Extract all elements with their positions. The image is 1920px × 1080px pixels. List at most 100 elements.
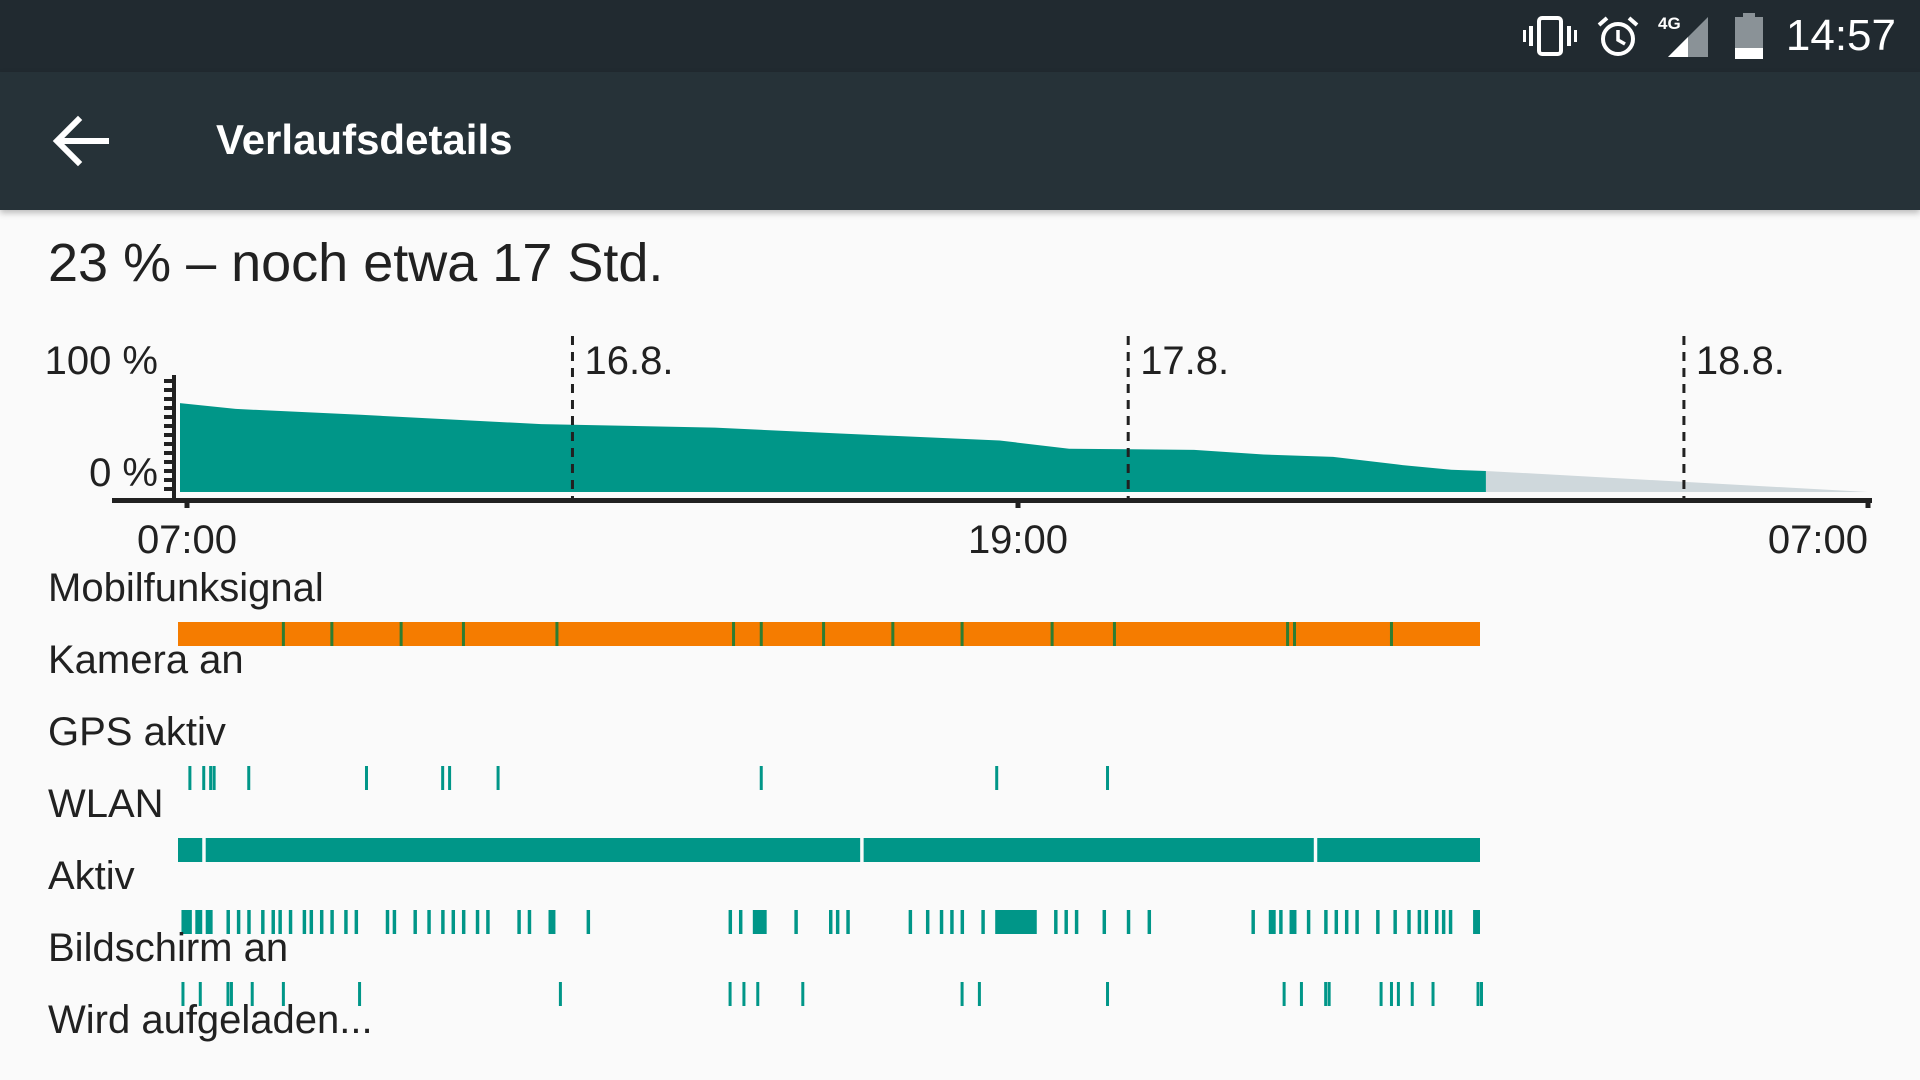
cell-signal-weak-tick: [1286, 622, 1290, 646]
awake-segment: [461, 910, 466, 934]
status-icons: 4G 14:57: [1504, 0, 1920, 72]
screen-tick: [728, 982, 732, 1006]
gps-tick: [247, 766, 251, 790]
y-axis-tick: [164, 487, 176, 491]
awake-segment: [261, 910, 265, 934]
awake-segment: [195, 910, 203, 934]
battery-summary: 23 % – noch etwa 17 Std.: [48, 233, 664, 293]
track-label-charging: Wird aufgeladen...: [48, 998, 373, 1042]
awake-segment: [1334, 910, 1339, 934]
awake-segment: [738, 910, 743, 934]
status-time: 14:57: [1785, 11, 1896, 60]
cell-signal-weak-tick: [960, 622, 964, 646]
y-axis-tick: [164, 379, 176, 383]
y-axis-tick: [164, 397, 176, 401]
wlan-segment: [178, 838, 203, 862]
page-title: Verlaufsdetails: [216, 116, 513, 163]
awake-segment: [846, 910, 850, 934]
screen-tick: [742, 982, 746, 1006]
screen-tick: [1324, 982, 1328, 1006]
awake-segment: [1448, 910, 1453, 934]
y-label-max: 100 %: [45, 339, 158, 383]
awake-segment: [1355, 910, 1359, 934]
cell-signal-weak-tick: [759, 622, 763, 646]
gps-tick: [995, 766, 999, 790]
awake-segment: [908, 910, 913, 934]
awake-segment: [309, 910, 314, 934]
y-axis-tick: [164, 469, 176, 473]
awake-segment: [1074, 910, 1079, 934]
awake-segment: [1054, 910, 1058, 934]
awake-segment: [1064, 910, 1068, 934]
day-marker-label: 18.8.: [1696, 339, 1785, 383]
awake-segment: [451, 910, 456, 934]
cell-signal-weak-tick: [1050, 622, 1054, 646]
awake-segment: [392, 910, 397, 934]
awake-segment: [385, 910, 390, 934]
gps-tick: [1106, 766, 1110, 790]
screen-tick: [1476, 982, 1480, 1006]
awake-segment: [981, 910, 985, 934]
screen-tick: [1480, 982, 1483, 1006]
awake-segment: [205, 910, 213, 934]
awake-segment: [413, 910, 417, 934]
screen-tick: [1327, 982, 1331, 1006]
screen-tick: [181, 982, 185, 1006]
y-axis-tick: [164, 415, 176, 419]
awake-segment: [1407, 910, 1411, 934]
y-axis-tick: [164, 388, 176, 392]
awake-segment: [475, 910, 480, 934]
track-label-camera: Kamera an: [48, 638, 244, 682]
awake-segment: [960, 910, 965, 934]
cell-signal-weak-tick: [1293, 622, 1297, 646]
screen-tick: [1282, 982, 1286, 1006]
awake-segment: [1344, 910, 1349, 934]
battery-icon: [1714, 12, 1766, 60]
screen-tick: [1379, 982, 1383, 1006]
awake-segment: [925, 910, 930, 934]
y-axis-tick: [164, 451, 176, 455]
gps-tick: [441, 766, 445, 790]
awake-segment: [441, 910, 445, 934]
y-axis-tick: [164, 433, 176, 437]
screen-tick: [1396, 982, 1400, 1006]
screen-tick: [1431, 982, 1435, 1006]
gps-tick: [364, 766, 368, 790]
wlan-segment: [863, 838, 1314, 862]
awake-segment: [527, 910, 532, 934]
awake-segment: [1268, 910, 1276, 934]
track-label-screen: Bildschirm an: [48, 926, 288, 970]
gps-tick: [202, 766, 206, 790]
cell-signal-weak-tick: [555, 622, 559, 646]
awake-segment: [1441, 910, 1446, 934]
cell-signal-weak-tick: [330, 622, 334, 646]
awake-segment: [354, 910, 359, 934]
y-axis-tick: [164, 460, 176, 464]
awake-segment: [271, 910, 275, 934]
awake-segment: [330, 910, 334, 934]
screen-tick: [1299, 982, 1303, 1006]
awake-segment: [319, 910, 324, 934]
signal-icon: 4G: [1640, 13, 1714, 59]
awake-segment: [226, 910, 230, 934]
cell-signal-weak-tick: [461, 622, 465, 646]
wlan-segment: [1317, 838, 1480, 862]
x-tick-label: 07:00: [1768, 518, 1868, 562]
awake-segment: [752, 910, 767, 934]
gps-tick: [448, 766, 452, 790]
status-bar: 4G 14:57: [0, 0, 1920, 72]
back-button[interactable]: [44, 108, 124, 174]
app-bar: Verlaufsdetails: [0, 72, 1920, 210]
awake-segment: [1251, 910, 1255, 934]
cell-signal-weak-tick: [891, 622, 895, 646]
screen-tick: [1389, 982, 1393, 1006]
awake-segment: [344, 910, 348, 934]
screen-tick: [1106, 982, 1110, 1006]
battery-level-area: [180, 403, 1486, 492]
gps-tick: [188, 766, 192, 790]
screen-tick: [250, 982, 254, 1006]
awake-segment: [1289, 910, 1297, 934]
y-label-min: 0 %: [89, 451, 158, 495]
wlan-segment: [205, 838, 861, 862]
x-axis-tick: [1865, 498, 1871, 508]
